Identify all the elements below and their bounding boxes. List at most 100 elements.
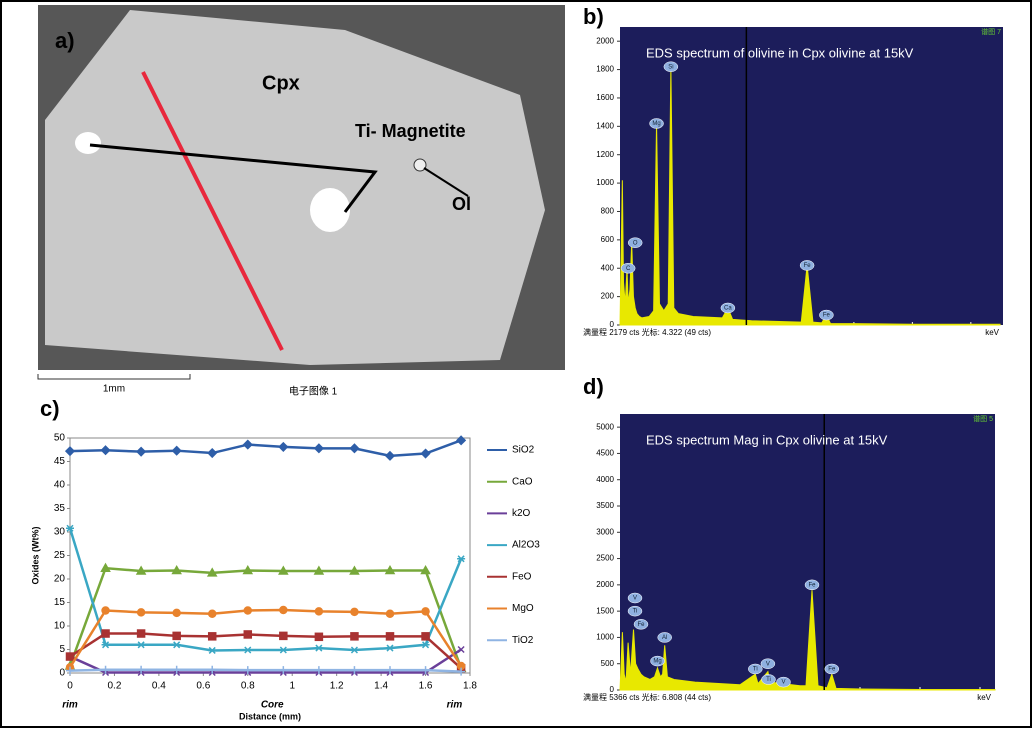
y-tick-label: 1000 [596,633,614,642]
legend-label: k2O [512,508,531,519]
legend-label: CaO [512,476,533,487]
marker [315,608,322,615]
marker [351,608,358,615]
y-tick-label: 2000 [596,580,614,589]
x-tick-label: 1.4 [374,681,388,692]
y-tick-label: 10 [54,621,66,632]
x-tick-label: 10 [916,693,925,702]
marker [422,633,429,640]
marker [67,653,74,660]
plot-area [70,438,470,673]
peak-label: V [781,680,785,686]
y-tick-label: 800 [601,207,615,216]
peak-label: Si [668,64,673,70]
peak-label: Fe [828,667,836,673]
y-tick-label: 1800 [596,65,614,74]
peak-label: V [633,596,637,602]
x-tick-label: 1 [289,681,295,692]
chart-title: EDS spectrum of olivine in Cpx olivine a… [646,45,914,60]
x-tick-label: 0 [67,681,73,692]
corner-label: 谱图 5 [973,414,993,423]
marker [387,633,394,640]
footer: 满量程 5366 cts 光标: 6.808 (44 cts) [583,692,711,702]
y-tick-label: 50 [54,433,66,444]
y-tick-label: 15 [54,597,66,608]
y-tick-label: 400 [601,263,615,272]
peak-label: Ti [633,609,638,615]
y-tick-label: 45 [54,456,66,467]
peak-label: Fe [637,622,645,628]
peak-label: Ti [766,677,771,683]
marker [351,633,358,640]
peak-label: Mg [653,659,661,665]
legend-label: TiO2 [512,635,534,646]
legend-label: SiO2 [512,445,535,456]
panel-label: c) [40,396,60,421]
marker [209,633,216,640]
y-tick-label: 30 [54,527,66,538]
y-tick-label: 20 [54,574,66,585]
x-tick-label: 8 [852,328,857,337]
x-unit: keV [985,328,999,337]
y-tick-label: 5000 [596,422,614,431]
legend-label: Al2O3 [512,540,540,551]
label: Ol [452,194,471,214]
annotation: rim [62,700,78,711]
y-tick-label: 0 [59,668,65,679]
peak-label: Fe [823,313,831,319]
marker [244,607,251,614]
label: Ti- Magnetite [355,121,466,141]
marker [173,609,180,616]
label: Cpx [262,72,300,94]
peak-label: V [766,661,770,667]
plot-area [620,27,1003,325]
annotation: Core [261,700,284,711]
inclusion [75,132,101,154]
marker [138,609,145,616]
peak-label: Ti [753,667,758,673]
peak-label: Mg [652,121,660,127]
y-tick-label: 3500 [596,501,614,510]
x-tick-label: 8 [858,693,863,702]
y-tick-label: 1400 [596,121,614,130]
annotation: rim [447,700,463,711]
y-tick-label: 2000 [596,36,614,45]
marker [102,630,109,637]
legend-label: FeO [512,571,532,582]
y-tick-label: 1500 [596,606,614,615]
x-tick-label: 0.2 [107,681,121,692]
caption: 电子图像 1 [289,385,338,398]
marker [315,633,322,640]
peak-label: O [633,240,638,246]
corner-label: 谱图 7 [981,27,1001,36]
marker [280,607,287,614]
x-tick-label: 4 [738,693,743,702]
figure: a) Cpx Ti- Magnetite Ol 1mm 电子图像 1 02004… [0,0,1033,729]
marker [280,632,287,639]
x-tick-label: 0.6 [196,681,210,692]
peak-label: Fe [808,582,816,588]
legend-label: MgO [512,603,534,614]
marker [138,630,145,637]
marker [102,607,109,614]
y-tick-label: 4000 [596,475,614,484]
footer: 满量程 2179 cts 光标: 4.322 (49 cts) [583,327,711,337]
y-tick-label: 2500 [596,554,614,563]
micrograph: a) Cpx Ti- Magnetite Ol 1mm 电子图像 1 [38,5,565,398]
plot-area [620,414,995,690]
y-tick-label: 1600 [596,93,614,102]
y-tick-label: 600 [601,235,615,244]
marker [209,610,216,617]
x-tick-label: 1.2 [330,681,344,692]
y-tick-label: 500 [601,659,615,668]
x-tick-label: 12 [966,328,975,337]
x-tick-label: 0.4 [152,681,166,692]
peak-label: Al [662,635,667,641]
y-tick-label: 200 [601,292,615,301]
panel-label: d) [583,374,604,399]
page: a) Cpx Ti- Magnetite Ol 1mm 电子图像 1 02004… [0,0,1033,734]
y-axis-title: Oxides (Wt%) [30,526,40,584]
peak-label: Fe [804,263,812,269]
x-tick-label: 0.8 [241,681,255,692]
y-tick-label: 1000 [596,178,614,187]
